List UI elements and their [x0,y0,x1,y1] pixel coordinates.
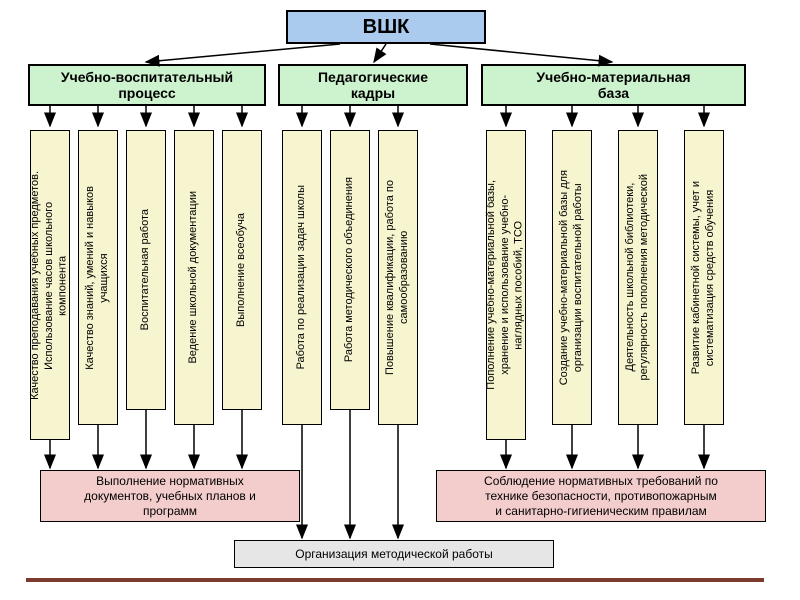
column-box-9: Создание учебно-материальной базы для ор… [552,130,592,425]
category-box-0: Учебно-воспитательный процесс [28,64,266,106]
column-label: Создание учебно-материальной базы для ор… [558,170,586,385]
column-label: Деятельность школьной библиотеки, регуля… [624,174,652,380]
footer-bar [26,578,764,582]
column-label: Пополнение учебно-материальной базы, хра… [485,180,526,390]
column-box-10: Деятельность школьной библиотеки, регуля… [618,130,658,425]
column-box-6: Работа методического объединения [330,130,370,410]
category-box-1: Педагогические кадры [278,64,468,106]
column-box-2: Воспитательная работа [126,130,166,410]
bottom-box-left: Выполнение нормативных документов, учебн… [40,470,300,522]
bottom-label: Выполнение нормативных документов, учебн… [84,474,256,519]
bottom-box-right: Соблюдение нормативных требований по тех… [436,470,766,522]
column-label: Работа методического объединения [343,177,357,362]
column-box-1: Качество знаний, умений и навыков учащих… [78,130,118,425]
category-label: Педагогические кадры [318,69,428,101]
column-label: Повышение квалификации, работа по самооб… [384,180,412,375]
column-box-11: Развитие кабинетной системы, учет и сист… [684,130,724,425]
category-label: Учебно-материальная база [536,69,690,101]
column-label: Качество знаний, умений и навыков учащих… [84,186,112,370]
column-label: Развитие кабинетной системы, учет и сист… [690,181,718,374]
bottom-label: Соблюдение нормативных требований по тех… [484,474,718,519]
column-box-0: Качество преподавания учебных предметов.… [30,130,70,440]
column-label: Воспитательная работа [139,209,153,330]
root-node: ВШК [286,10,486,44]
category-label: Учебно-воспитательный процесс [61,69,233,101]
column-box-3: Ведение школьной документации [174,130,214,425]
column-label: Работа по реализации задач школы [295,185,309,369]
column-label: Качество преподавания учебных предметов.… [29,171,70,400]
bottom-label: Организация методической работы [295,547,492,562]
column-box-7: Повышение квалификации, работа по самооб… [378,130,418,425]
category-box-2: Учебно-материальная база [481,64,746,106]
column-label: Ведение школьной документации [187,191,201,364]
column-label: Выполнение всеобуча [235,213,249,327]
bottom-box-center: Организация методической работы [234,540,554,568]
root-label: ВШК [363,16,410,39]
column-box-4: Выполнение всеобуча [222,130,262,410]
column-box-8: Пополнение учебно-материальной базы, хра… [486,130,526,440]
column-box-5: Работа по реализации задач школы [282,130,322,425]
